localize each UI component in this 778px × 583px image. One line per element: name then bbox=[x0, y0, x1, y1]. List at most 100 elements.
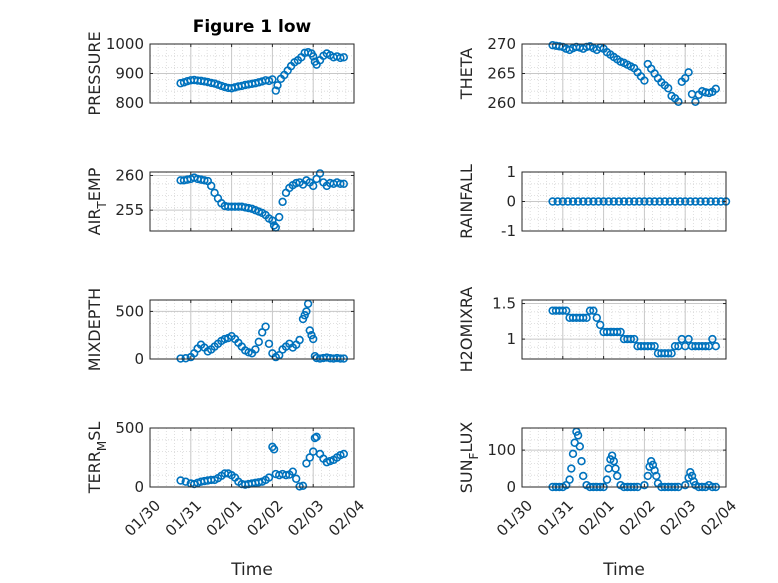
data-point bbox=[305, 326, 314, 335]
data-point bbox=[675, 197, 685, 206]
axes-box bbox=[149, 299, 355, 360]
data-point bbox=[302, 459, 311, 468]
data-point bbox=[609, 456, 618, 466]
data-point bbox=[611, 464, 620, 473]
data-point bbox=[646, 342, 656, 351]
y-axis-label: H2OMIXRA bbox=[457, 287, 476, 373]
data-point bbox=[261, 322, 270, 331]
subplot-2: 260 265 270 THETA bbox=[457, 35, 727, 112]
data-point bbox=[650, 466, 659, 475]
data-point bbox=[309, 181, 318, 191]
data-point bbox=[278, 197, 287, 207]
data-point bbox=[575, 442, 584, 451]
subplot-4: -1 0 1 RAINFALL bbox=[457, 163, 731, 240]
data-point bbox=[701, 197, 710, 206]
data-point bbox=[711, 84, 720, 94]
y-axis-label: RAINFALL bbox=[457, 164, 476, 239]
data-point bbox=[553, 197, 562, 206]
data-point bbox=[691, 197, 700, 206]
data-markers bbox=[176, 48, 348, 95]
data-point bbox=[667, 349, 676, 358]
data-point bbox=[302, 307, 311, 316]
data-point bbox=[711, 197, 720, 206]
data-point bbox=[670, 197, 680, 206]
data-point bbox=[336, 179, 345, 189]
data-point bbox=[691, 97, 700, 107]
y-tick-label: 500 bbox=[115, 419, 144, 437]
data-point bbox=[629, 334, 639, 344]
data-point bbox=[339, 179, 348, 189]
y-tick-label: 0 bbox=[134, 350, 144, 368]
y-tick-label: 265 bbox=[487, 65, 516, 83]
data-point bbox=[181, 477, 190, 486]
data-point bbox=[652, 471, 661, 481]
data-point bbox=[578, 197, 588, 206]
data-point bbox=[573, 431, 583, 440]
data-point bbox=[706, 197, 715, 206]
data-point bbox=[663, 84, 673, 93]
data-point bbox=[624, 197, 634, 206]
data-markers bbox=[176, 169, 348, 232]
data-point bbox=[648, 460, 658, 470]
data-point bbox=[589, 197, 598, 206]
data-point bbox=[680, 480, 690, 490]
data-point bbox=[573, 197, 583, 206]
data-markers bbox=[548, 427, 720, 492]
data-markers bbox=[548, 197, 731, 206]
axes-box bbox=[149, 427, 355, 488]
y-tick-label: 1 bbox=[506, 163, 516, 181]
data-point bbox=[577, 456, 586, 466]
data-point bbox=[665, 197, 675, 206]
data-point bbox=[594, 197, 603, 206]
data-markers bbox=[548, 40, 720, 107]
data-point bbox=[660, 197, 669, 206]
data-point bbox=[595, 320, 605, 330]
subplot-6: 1 1.5 H2OMIXRA bbox=[457, 287, 727, 373]
data-point bbox=[305, 453, 314, 462]
data-point bbox=[269, 221, 279, 230]
data-point bbox=[264, 339, 274, 348]
data-point bbox=[655, 197, 664, 206]
data-point bbox=[584, 197, 593, 206]
data-point bbox=[309, 52, 318, 61]
data-point bbox=[269, 445, 279, 454]
y-axis-label: THETA bbox=[457, 48, 476, 100]
axes-box bbox=[521, 427, 727, 488]
y-tick-label: 260 bbox=[487, 94, 516, 112]
data-point bbox=[684, 68, 693, 77]
data-point bbox=[268, 75, 277, 84]
y-axis-label: TERRMSL bbox=[85, 422, 109, 495]
data-markers bbox=[176, 299, 348, 363]
data-point bbox=[582, 313, 591, 322]
y-tick-label: -1 bbox=[501, 222, 516, 240]
data-point bbox=[207, 181, 216, 191]
data-point bbox=[686, 197, 695, 206]
data-point bbox=[275, 212, 284, 222]
data-point bbox=[663, 349, 673, 358]
data-point bbox=[565, 475, 574, 484]
data-point bbox=[687, 471, 697, 481]
y-axis-label: MIXDEPTH bbox=[85, 288, 104, 371]
data-point bbox=[643, 471, 652, 481]
data-point bbox=[635, 197, 644, 206]
data-point bbox=[684, 334, 693, 344]
y-tick-label: 100 bbox=[487, 441, 516, 459]
data-point bbox=[696, 197, 705, 206]
y-tick-label: 1 bbox=[506, 330, 516, 348]
data-point bbox=[271, 86, 280, 95]
data-point bbox=[295, 335, 304, 345]
y-tick-label: 0 bbox=[506, 193, 516, 211]
data-point bbox=[607, 451, 617, 460]
y-axis-label: PRESSURE bbox=[85, 31, 104, 115]
data-point bbox=[548, 197, 557, 206]
data-point bbox=[701, 342, 710, 351]
data-point bbox=[599, 197, 608, 206]
data-point bbox=[558, 306, 567, 315]
data-point bbox=[268, 216, 277, 225]
data-point bbox=[670, 342, 680, 351]
data-point bbox=[640, 76, 649, 85]
y-tick-label: 270 bbox=[487, 35, 516, 53]
data-point bbox=[339, 53, 348, 62]
